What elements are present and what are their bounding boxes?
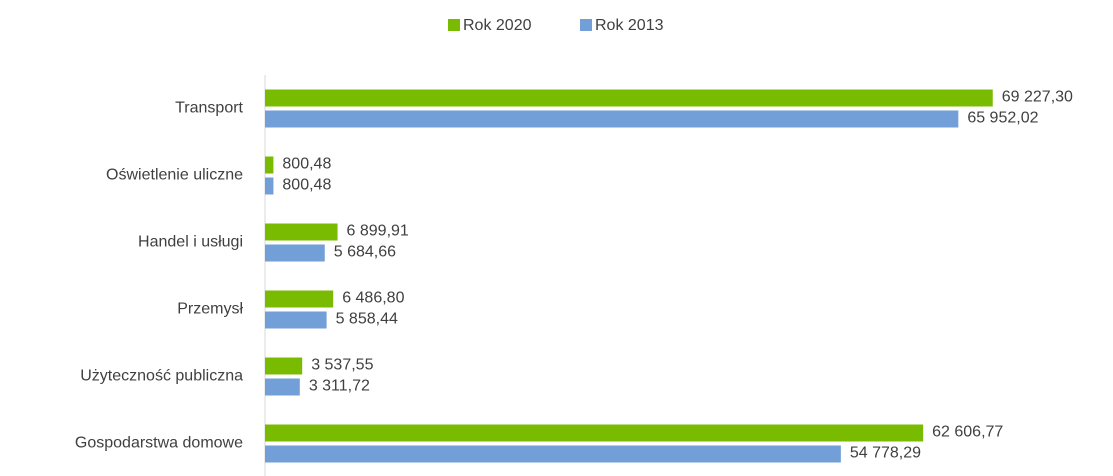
bar xyxy=(265,378,300,396)
bar xyxy=(265,223,338,241)
data-label: 6 899,91 xyxy=(347,223,409,240)
y-tick-label: Gospodarstwa domowe xyxy=(75,435,243,452)
y-tick-label: Transport xyxy=(175,100,243,117)
y-tick-label: Handel i usługi xyxy=(138,234,243,251)
data-label: 65 952,02 xyxy=(967,110,1038,127)
data-label: 69 227,30 xyxy=(1002,89,1073,106)
data-label: 800,48 xyxy=(282,156,331,173)
bar xyxy=(265,110,959,128)
data-label: 3 311,72 xyxy=(309,378,370,395)
y-tick-label: Użyteczność publiczna xyxy=(80,368,243,385)
y-tick-label: Przemysł xyxy=(177,301,243,318)
bar xyxy=(265,311,327,329)
bar xyxy=(265,424,924,442)
data-label: 5 858,44 xyxy=(336,311,398,328)
bar xyxy=(265,290,334,308)
legend-label: Rok 2020 xyxy=(463,17,532,34)
data-label: 54 778,29 xyxy=(850,445,921,462)
legend-label: Rok 2013 xyxy=(595,17,664,34)
bar xyxy=(265,156,274,174)
bar xyxy=(265,357,303,375)
legend-swatch xyxy=(448,19,460,31)
legend-swatch xyxy=(580,19,592,31)
data-label: 800,48 xyxy=(282,177,331,194)
data-label: 5 684,66 xyxy=(334,244,396,261)
data-label: 6 486,80 xyxy=(342,290,404,307)
bar xyxy=(265,177,274,195)
data-label: 3 537,55 xyxy=(311,357,373,374)
bar xyxy=(265,89,993,107)
data-label: 62 606,77 xyxy=(932,424,1003,441)
y-tick-label: Oświetlenie uliczne xyxy=(106,167,243,184)
bar xyxy=(265,445,841,463)
bar xyxy=(265,244,325,262)
